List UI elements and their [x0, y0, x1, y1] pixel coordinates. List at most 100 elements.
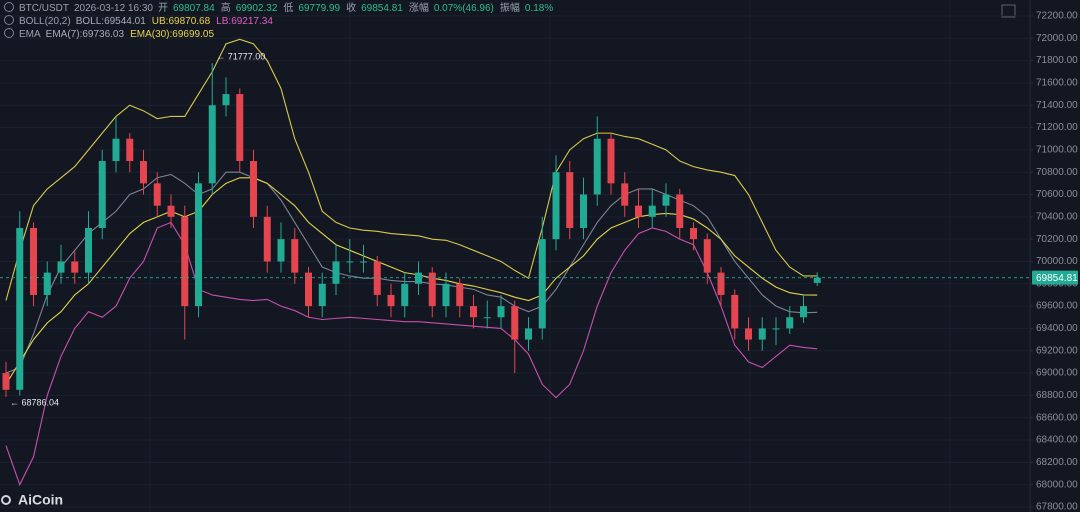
field-value: 69807.84	[172, 3, 215, 14]
candle-body	[291, 239, 299, 273]
candle-body	[126, 138, 134, 162]
price-row: BTC/USDT 2026-03-12 16:30 开 69807.84 高 69902.…	[4, 2, 559, 15]
header: BTC/USDT 2026-03-12 16:30 开 69807.84 高 69902.…	[4, 2, 559, 41]
y-tick-label: 69000.00	[1036, 368, 1078, 379]
candle-body	[621, 183, 629, 206]
candle-body	[731, 294, 739, 329]
indicator-item: LB:69217.34	[216, 16, 273, 27]
y-tick-label: 68200.00	[1036, 457, 1078, 468]
candle-body	[360, 261, 367, 263]
indicator-value: 69736.03	[82, 29, 125, 40]
candle-body	[98, 161, 106, 228]
y-tick-label: 69600.00	[1036, 301, 1078, 312]
field-value: 69854.81	[361, 3, 403, 14]
candle-body	[648, 205, 656, 217]
indicator-label: EMA(30):	[130, 29, 173, 40]
candle-body	[85, 227, 92, 273]
candle-body	[153, 183, 161, 206]
y-tick-label: 70600.00	[1036, 189, 1078, 200]
time: 2026-03-12 16:30	[74, 3, 153, 14]
y-tick-label: 70400.00	[1036, 211, 1078, 222]
candle-body	[140, 161, 147, 184]
y-tick-label: 70000.00	[1036, 256, 1078, 267]
indicator-value: 69217.34	[231, 16, 273, 27]
watermark-logo: AiCoin	[1, 492, 63, 508]
candle-body	[167, 205, 175, 217]
last-price-tag	[1032, 270, 1078, 285]
y-tick-label: 71400.00	[1036, 100, 1078, 111]
candle-body	[401, 283, 409, 307]
candle-body	[43, 272, 51, 295]
y-tick-label: 72200.00	[1036, 11, 1078, 22]
candle-body	[112, 138, 120, 162]
indicator-icon	[4, 2, 14, 12]
y-tick-label: 68400.00	[1036, 435, 1078, 446]
indicator-label: EMA(7):	[45, 29, 83, 40]
y-tick-label: 71000.00	[1036, 145, 1078, 156]
indicator-line	[5, 221, 818, 487]
candle-body	[57, 261, 65, 273]
candle-body	[497, 306, 505, 318]
candle-body	[195, 183, 202, 307]
field-label: 开	[157, 3, 168, 14]
candle-body	[305, 272, 312, 307]
candle-body	[786, 317, 794, 329]
logo-icon	[1, 495, 11, 505]
candle-body	[442, 283, 450, 307]
indicator-item: BOLL:69544.01	[76, 16, 146, 27]
candle-body	[456, 283, 464, 307]
candle-body	[566, 172, 574, 228]
indicator-item: EMA(30):69699.05	[130, 29, 214, 40]
candle-body	[2, 373, 10, 390]
candle-body	[16, 227, 24, 390]
y-tick-label: 69200.00	[1036, 345, 1078, 356]
y-tick-label: 71800.00	[1036, 55, 1078, 66]
candle-body	[676, 194, 684, 228]
fullscreen-icon[interactable]	[1001, 4, 1016, 18]
field-label: 收	[346, 3, 357, 14]
candle-body	[758, 328, 766, 340]
field-value: 0.07%(46.96)	[433, 3, 494, 14]
candle-body	[813, 277, 821, 283]
candle-body	[318, 283, 326, 307]
y-tick-label: 68000.00	[1036, 479, 1078, 490]
y-tick-label: 71200.00	[1036, 122, 1078, 133]
candle-body	[428, 272, 436, 307]
indicator-name: EMA	[19, 29, 41, 40]
candle-body	[415, 272, 422, 284]
field-label: 高	[220, 3, 231, 14]
indicator-value: 69544.01	[104, 16, 146, 27]
candle-body	[690, 227, 697, 240]
candle-body	[800, 306, 807, 318]
candle-body	[552, 172, 560, 240]
indicator-name: BOLL(20,2)	[19, 16, 71, 27]
indicator-label: BOLL:	[75, 16, 105, 27]
candle-body	[511, 306, 519, 340]
candle-body	[277, 239, 285, 262]
candle-body	[745, 328, 752, 340]
y-tick-label: 68600.00	[1036, 412, 1078, 423]
y-tick-label: 70200.00	[1036, 234, 1078, 245]
candle-body	[30, 227, 37, 295]
candle-body	[373, 261, 381, 295]
candle-body	[772, 328, 780, 330]
candle-body	[346, 261, 354, 263]
candle-body	[538, 239, 546, 329]
candle-body	[332, 261, 340, 284]
field-label: 振幅	[499, 3, 520, 14]
symbol: BTC/USDT	[19, 3, 69, 14]
indicator-line	[5, 38, 818, 301]
candle-body	[263, 216, 271, 262]
indicator-value: 69699.05	[172, 29, 215, 40]
candle-body	[607, 138, 615, 184]
indicator-label: LB:	[216, 16, 232, 27]
indicator-row: EMA EMA(7):69736.03 EMA(30):69699.05	[4, 28, 559, 41]
candle-body	[483, 317, 491, 319]
candle-body	[236, 94, 244, 162]
indicator-icon	[4, 28, 14, 38]
field-value: 69902.32	[235, 3, 278, 14]
field-value: 69779.99	[298, 3, 341, 14]
extreme-annotation: ← 71777.00	[216, 52, 265, 62]
